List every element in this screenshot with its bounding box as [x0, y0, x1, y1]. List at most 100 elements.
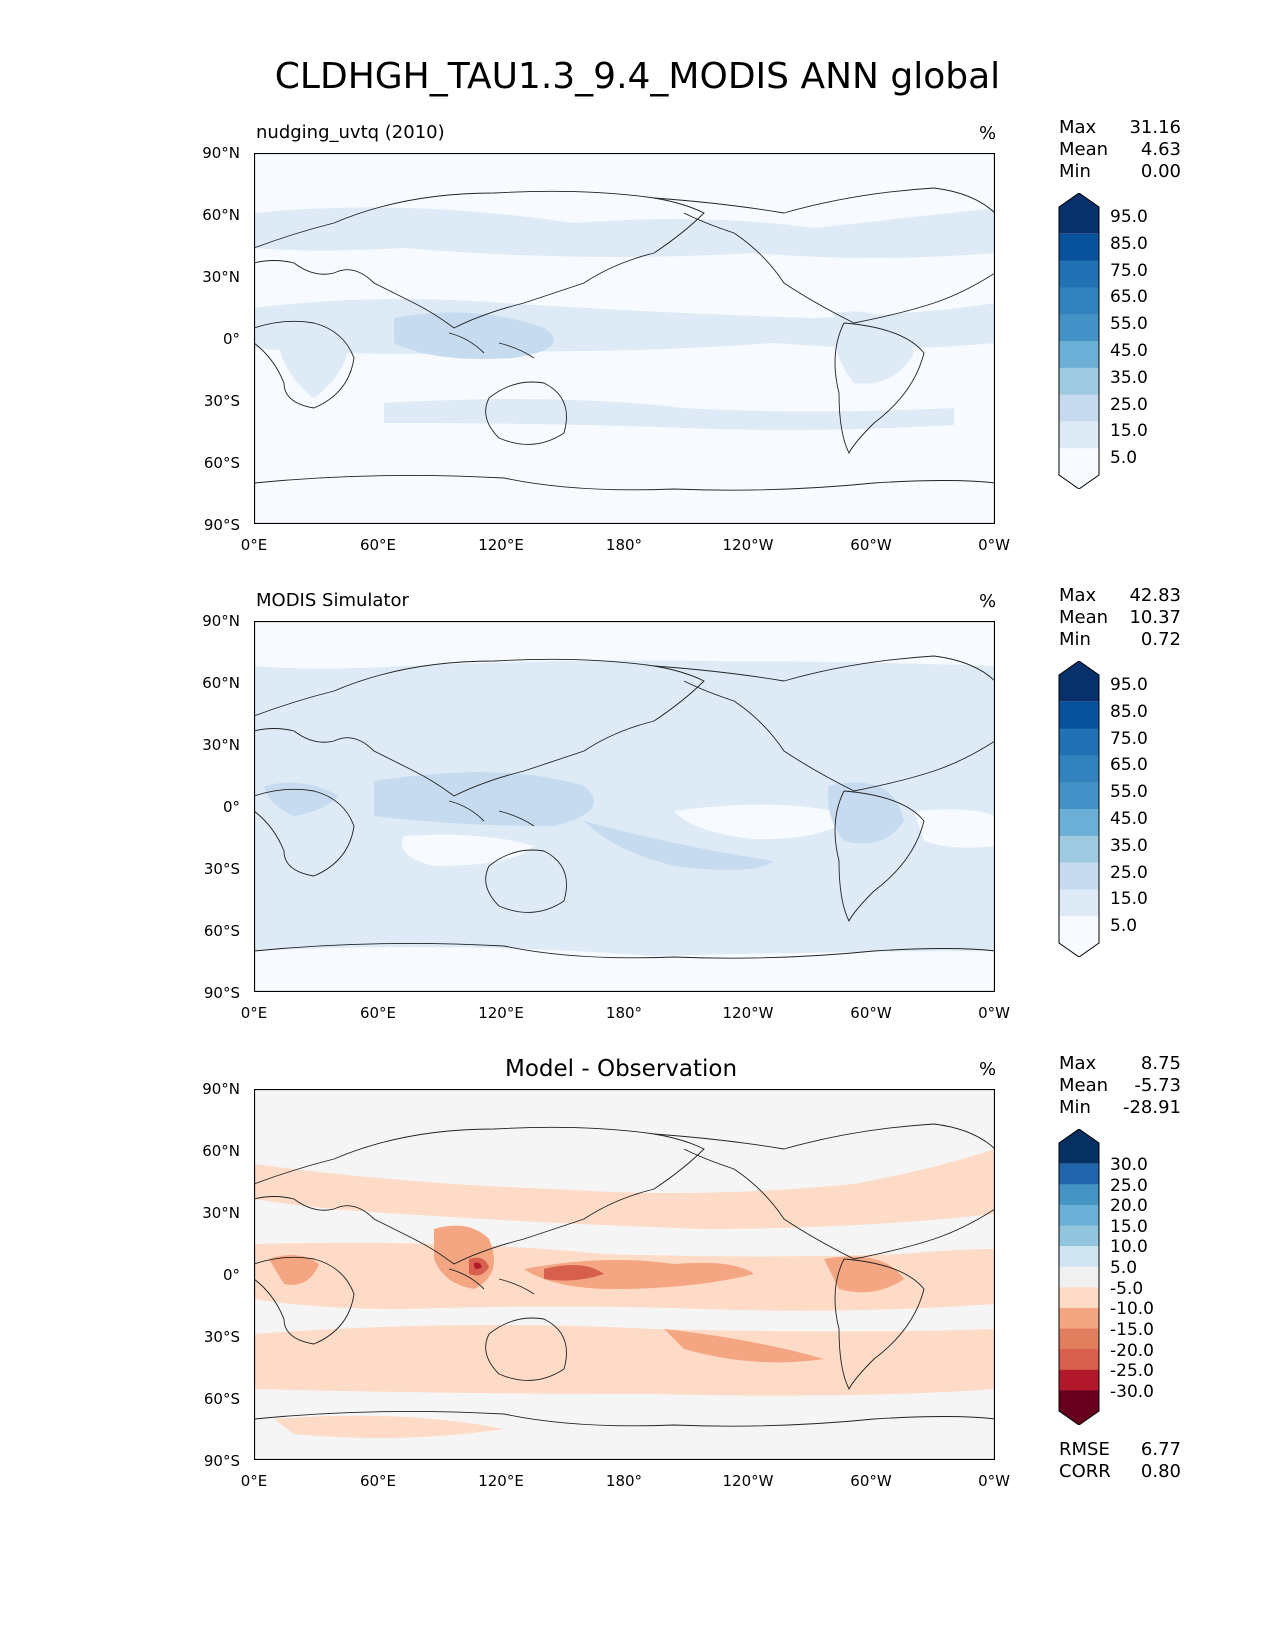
p3-lon-tick: 60°E	[359, 1472, 397, 1490]
stat-label-min: Min	[1059, 629, 1091, 650]
panel2-subtropic-clear-3	[914, 809, 995, 848]
colorbar-tick-label: 35.0	[1110, 367, 1148, 388]
p1-lat-tick: 30°N	[202, 268, 240, 286]
colorbar-segment	[1059, 1184, 1099, 1206]
p1-lon-tick: 120°E	[478, 536, 524, 554]
colorbar-tick-label: 25.0	[1110, 1175, 1148, 1196]
coast-south-america	[834, 790, 925, 923]
panel3-sh-band	[254, 1325, 995, 1396]
panel2-min: 0.72	[1140, 629, 1181, 650]
colorbar-segment	[1059, 314, 1099, 342]
panel3-min: -28.91	[1122, 1097, 1181, 1118]
coast-maritime	[448, 332, 535, 359]
panel3-title: Model - Observation	[505, 1056, 738, 1082]
colorbar-segment	[1059, 1225, 1099, 1247]
colorbar-tick-label: 15.0	[1110, 421, 1148, 442]
colorbar-tick-label: 15.0	[1110, 1216, 1148, 1237]
colorbar-outline	[1058, 661, 1100, 957]
colorbar-tick-label: 20.0	[1110, 1196, 1148, 1217]
p2-lat-tick: 60°N	[202, 674, 240, 692]
colorbar-tick-label: -20.0	[1110, 1340, 1154, 1361]
panel2-map	[254, 621, 995, 992]
colorbar-segment	[1059, 1246, 1099, 1268]
coast-eurasia	[254, 1126, 705, 1265]
colorbar-tick-label: 95.0	[1110, 675, 1148, 695]
colorbar-tick-label: 75.0	[1110, 728, 1148, 749]
panel1-units: %	[979, 123, 997, 144]
coast-eurasia	[254, 658, 705, 797]
p2-lat-tick: 90°S	[203, 984, 240, 1002]
stat-label-min: Min	[1059, 1097, 1091, 1118]
panel2-spcz	[584, 821, 774, 870]
colorbar-tick-label: 45.0	[1110, 809, 1148, 829]
coast-maritime	[448, 800, 535, 827]
colorbar-tick-label: 15.0	[1110, 889, 1148, 910]
colorbar-segment	[1059, 341, 1099, 369]
p1-lon-tick: 180°	[605, 536, 643, 554]
colorbar-segment	[1059, 1349, 1099, 1371]
panel3-sh-patch	[664, 1329, 824, 1363]
panel2-coastlines	[254, 655, 995, 959]
panel3-frame	[254, 1089, 995, 1460]
coast-africa	[254, 1256, 355, 1345]
panel1-africa	[274, 319, 350, 398]
colorbar-segment	[1059, 1307, 1099, 1330]
colorbar-segment	[1059, 728, 1099, 756]
colorbar-segment	[1059, 448, 1099, 489]
colorbar-tick-label: 55.0	[1110, 782, 1148, 803]
panel3-diff-fields	[254, 1149, 995, 1438]
p1-lat-tick: 0°	[222, 330, 240, 348]
colorbar-segment	[1059, 782, 1099, 810]
coast-africa	[254, 320, 355, 409]
panel2-polar-south	[254, 947, 995, 992]
panel3-max: 8.75	[1140, 1053, 1181, 1074]
colorbar-segment	[1059, 1163, 1099, 1185]
stat-label-mean: Mean	[1059, 1075, 1109, 1096]
p3-lon-tick: 60°W	[850, 1472, 892, 1490]
coast-north-america	[653, 1123, 995, 1260]
panel1-mean: 4.63	[1140, 139, 1181, 160]
colorbar-segment	[1059, 661, 1099, 702]
panel1-cloud-fields	[254, 207, 995, 430]
colorbar-segment	[1059, 916, 1099, 957]
coast-south-america	[834, 1258, 925, 1391]
panel1-colorbar	[1058, 193, 1100, 489]
colorbar-segment	[1059, 1204, 1099, 1226]
p1-lat-tick: 60°S	[203, 454, 240, 472]
panel1-max: 31.16	[1129, 117, 1181, 138]
panel3-africa-core	[269, 1255, 319, 1285]
colorbar-tick-label: 95.0	[1110, 207, 1148, 227]
colorbar-segment	[1059, 1287, 1099, 1309]
panel1-amazon	[833, 311, 914, 384]
p1-lat-tick: 30°S	[203, 392, 240, 410]
p1-lon-tick: 60°W	[850, 536, 892, 554]
stat-label-max: Max	[1059, 117, 1097, 138]
coast-antarctica	[254, 474, 995, 491]
colorbar-tick-label: 25.0	[1110, 394, 1148, 415]
colorbar-segment	[1059, 233, 1099, 262]
colorbar-tick-label: 55.0	[1110, 314, 1148, 335]
p1-lon-tick: 120°W	[722, 536, 774, 554]
colorbar-segment	[1059, 287, 1099, 315]
panel1-title: nudging_uvtq (2010)	[256, 122, 445, 143]
colorbar-outline	[1058, 193, 1100, 489]
panel2-mean: 10.37	[1129, 607, 1181, 628]
colorbar-tick-label: -5.0	[1110, 1278, 1144, 1299]
colorbar-tick-label: -15.0	[1110, 1319, 1154, 1340]
coast-africa	[254, 788, 355, 877]
coast-north-america	[653, 187, 995, 324]
figure-title: CLDHGH_TAU1.3_9.4_MODIS ANN global	[274, 56, 1001, 97]
panel3-map-svg	[254, 1089, 995, 1460]
panel3-map	[254, 1089, 995, 1460]
colorbar-tick-label: -10.0	[1110, 1299, 1154, 1320]
colorbar-segment	[1059, 1266, 1099, 1288]
colorbar-segment	[1059, 260, 1099, 288]
p2-lat-tick: 30°N	[202, 736, 240, 754]
p3-lat-tick: 90°N	[202, 1080, 240, 1098]
panel2-subtropic-clear-2	[674, 804, 854, 840]
panel3-coastlines	[254, 1123, 995, 1427]
p3-lat-tick: 0°	[222, 1266, 240, 1284]
colorbar-segment	[1059, 1328, 1099, 1350]
colorbar-segment	[1059, 367, 1099, 396]
colorbar-segment	[1059, 701, 1099, 730]
